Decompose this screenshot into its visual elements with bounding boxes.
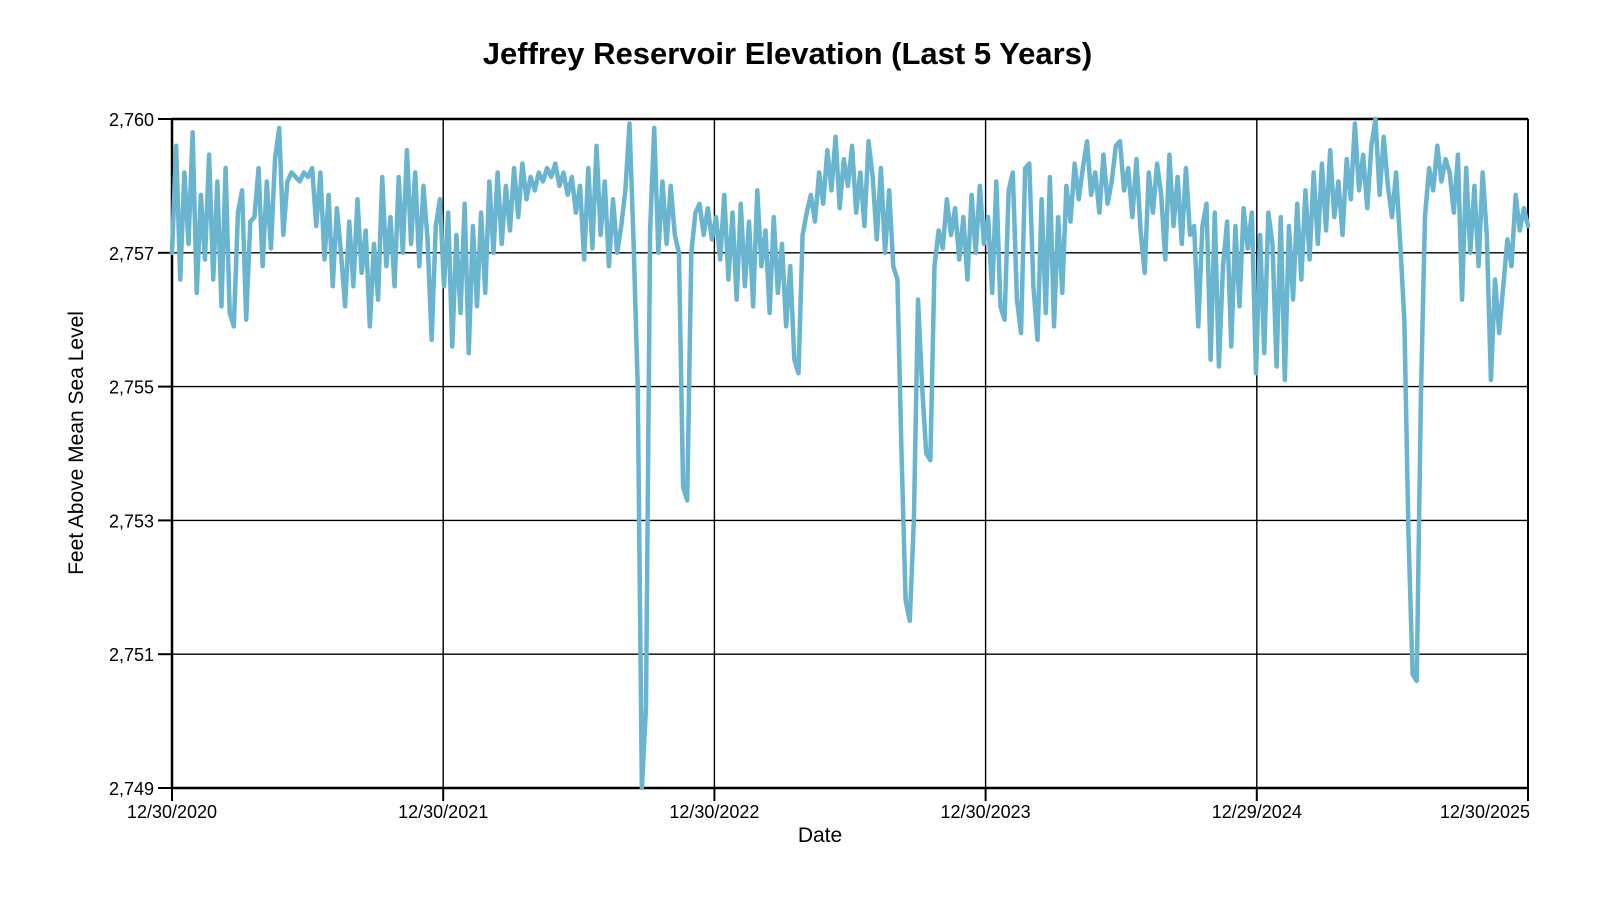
x-tick-label: 12/30/2023 [941, 802, 1031, 822]
chart-title: Jeffrey Reservoir Elevation (Last 5 Year… [482, 36, 1093, 71]
y-tick-label: 2,749 [109, 779, 154, 799]
x-tick-label: 12/30/2025 [1440, 802, 1530, 822]
y-tick-label: 2,755 [109, 378, 154, 398]
y-tick-label: 2,760 [109, 110, 154, 130]
y-tick-label: 2,751 [109, 645, 154, 665]
x-tick-label: 12/30/2021 [398, 802, 488, 822]
x-tick-label: 12/30/2022 [669, 802, 759, 822]
x-axis-title: Date [797, 824, 843, 847]
y-tick-label: 2,757 [109, 244, 154, 264]
x-tick-label: 12/30/2020 [127, 802, 217, 822]
x-tick-label: 12/29/2024 [1212, 802, 1302, 822]
y-tick-label: 2,753 [109, 511, 154, 531]
elevation-line [169, 116, 1531, 791]
